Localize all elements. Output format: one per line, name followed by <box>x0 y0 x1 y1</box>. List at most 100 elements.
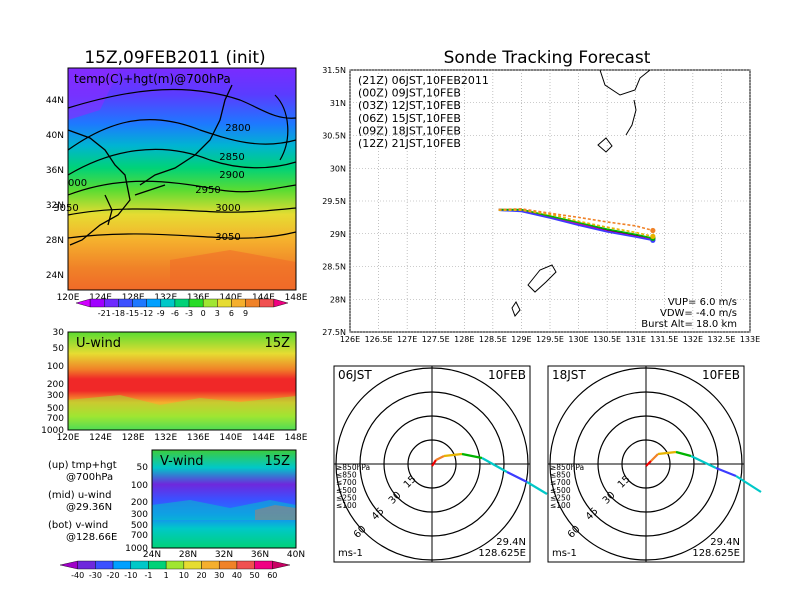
track-legend-entry: (03Z) 12JST,10FEB <box>358 99 461 112</box>
colorbar-swatch <box>104 298 119 308</box>
hodograph-level: ≤100 <box>550 501 571 510</box>
lat-tick-label: 36N <box>251 550 269 560</box>
pressure-tick-label: 1000 <box>125 544 148 554</box>
lon-tick-label: 120E <box>57 433 80 443</box>
hodograph-segment <box>735 475 762 493</box>
legend-note-line1: (up) tmp+hgt <box>48 460 117 471</box>
lat-tick-label: 32N <box>215 550 233 560</box>
colorbar-label: -18 <box>112 309 125 318</box>
pressure-tick-label: 500 <box>131 521 148 531</box>
lon-tick-label: 132E <box>154 293 177 303</box>
lon-tick-label: 133E <box>740 335 760 344</box>
hodograph-segment <box>645 460 652 467</box>
colorbar-label: -9 <box>157 309 165 318</box>
u-panel-frame <box>67 331 297 431</box>
pressure-tick-label: 500 <box>47 404 64 414</box>
hodograph-level: ≤850 <box>336 471 357 480</box>
hodograph-segment <box>690 455 717 469</box>
track-series-line <box>498 209 654 242</box>
track-legend-entry: (00Z) 09JST,10FEB <box>358 87 461 100</box>
pressure-tick-label: 300 <box>131 510 148 520</box>
hodograph-units: ms-1 <box>552 548 577 559</box>
colorbar-label: 6 <box>229 309 234 318</box>
contour-label: 000 <box>68 178 87 189</box>
island-outline <box>597 137 613 153</box>
colorbar-swatch <box>201 560 220 570</box>
colorbar-swatch <box>273 298 289 308</box>
lon-tick-label: 128E <box>122 293 145 303</box>
lat-tick-label: 27.5N <box>322 328 346 337</box>
colorbar-swatch <box>160 298 176 308</box>
lat-tick-label: 24N <box>46 271 64 281</box>
colorbar-swatch <box>130 560 149 570</box>
colorbar-label: -15 <box>126 309 139 318</box>
coastline <box>134 184 166 196</box>
legend-note-line1: (bot) v-wind <box>48 520 108 531</box>
lon-tick-label: 148E <box>285 293 308 303</box>
temp-panel: 2800 2850 2900 2950 3000 3050 3050 000 temp(C)+… <box>46 67 308 318</box>
colorbar-label: 9 <box>243 309 248 318</box>
pressure-tick-label: 100 <box>47 362 64 372</box>
island-outline <box>527 264 557 293</box>
v-wind-field <box>152 450 296 548</box>
lon-tick-label: 136E <box>187 433 210 443</box>
v-lat-ticks: 24N 28N 32N 36N 40N <box>143 550 305 560</box>
colorbar-swatch <box>148 560 167 570</box>
pressure-tick-label: 30 <box>53 328 65 338</box>
colorbar-label: 1 <box>164 571 169 580</box>
track-legend-entry: (21Z) 06JST,10FEB2011 <box>358 74 489 87</box>
colorbar-swatch <box>174 298 190 308</box>
pressure-tick-label: 700 <box>131 531 148 541</box>
colorbar-swatch <box>112 560 131 570</box>
island-outline <box>599 69 651 96</box>
track-param: VUP= 6.0 m/s <box>668 297 737 308</box>
lon-tick-label: 144E <box>252 433 275 443</box>
lon-tick-label: 140E <box>219 433 242 443</box>
lon-tick-label: 128.5E <box>479 335 507 344</box>
v-wind-mask <box>255 505 296 520</box>
track-param: VDW= -4.0 m/s <box>660 308 737 319</box>
lon-tick-label: 132.5E <box>707 335 735 344</box>
v-panel-label: V-wind <box>160 454 204 469</box>
hodograph-segment <box>506 471 528 483</box>
u-panel-label: U-wind <box>76 336 121 351</box>
lat-tick-label: 31N <box>330 99 346 108</box>
contour-line <box>67 231 297 239</box>
colorbar-swatch <box>188 298 204 308</box>
u-panel-time: 15Z <box>265 336 291 351</box>
colorbar-label: 10 <box>179 571 189 580</box>
colorbar-swatch <box>59 560 78 570</box>
lon-tick-label: 130E <box>568 335 588 344</box>
temp-panel-frame <box>67 67 297 291</box>
hodograph-date: 10FEB <box>702 368 740 382</box>
hodograph-segment <box>657 450 677 456</box>
pressure-tick-label: 50 <box>53 344 65 354</box>
lon-tick-label: 128E <box>122 433 145 443</box>
lat-tick-label: 29N <box>330 230 346 239</box>
colorbar-label: 0 <box>201 309 206 318</box>
hodograph-segment <box>526 481 548 495</box>
hodograph-level: ≤500 <box>550 486 571 495</box>
colorbar-label: 3 <box>215 309 220 318</box>
pressure-tick-label: 200 <box>47 380 64 390</box>
colorbar-swatch <box>259 298 275 308</box>
hodograph-lat: 29.4N <box>710 537 740 548</box>
lat-tick-label: 40N <box>287 550 305 560</box>
colorbar-label: 20 <box>196 571 206 580</box>
lon-tick-label: 127E <box>397 335 417 344</box>
coastline <box>139 84 233 186</box>
hodograph-level: ≤700 <box>550 478 571 487</box>
hodograph-time: 18JST <box>552 368 586 382</box>
v-panel-frame <box>151 449 297 549</box>
colorbar-swatch <box>165 560 185 570</box>
colorbar-label: 60 <box>267 571 277 580</box>
lat-tick-label: 28N <box>46 236 64 246</box>
contour-label: 3000 <box>215 203 240 214</box>
hodograph-level: ≥850hPa <box>550 463 584 472</box>
lat-tick-label: 44N <box>46 96 64 106</box>
